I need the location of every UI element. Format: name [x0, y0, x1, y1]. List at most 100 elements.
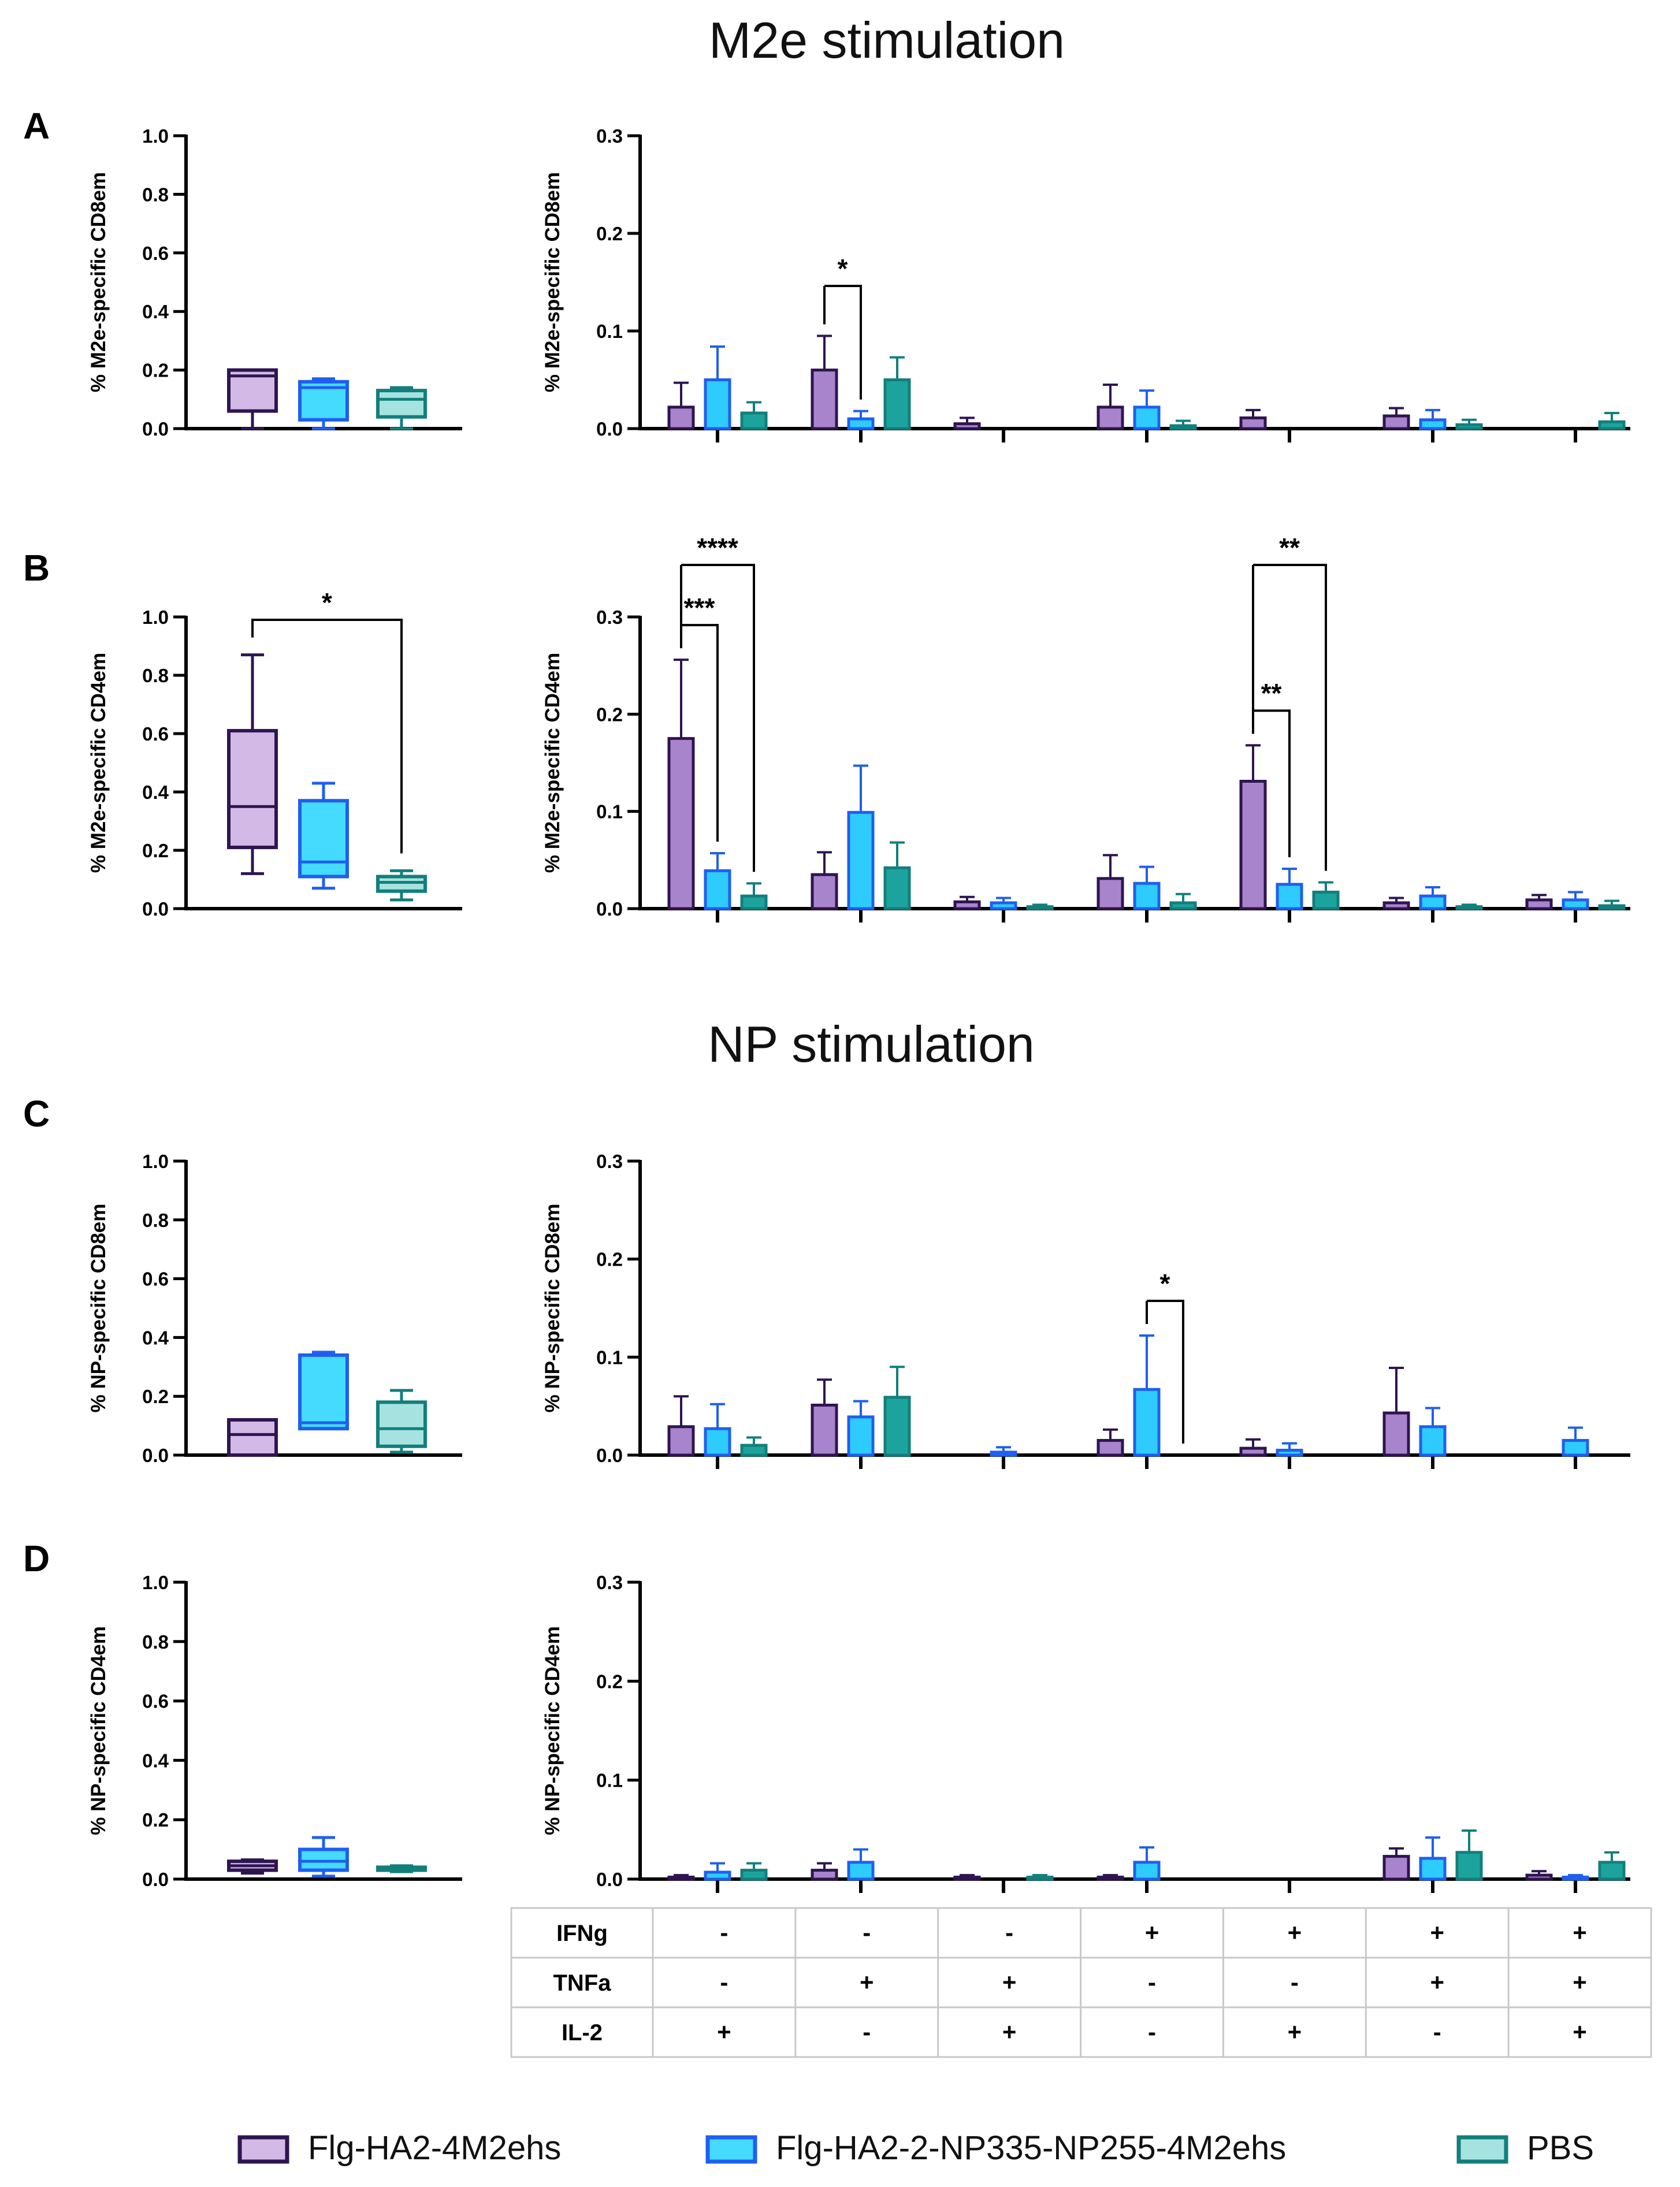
box-g1 [227, 1418, 278, 1457]
series-g2 [704, 1836, 1589, 1881]
bar [1455, 1851, 1483, 1881]
y-axis-label: % NP-specific CD4em [541, 1626, 564, 1835]
panel-b-box-chart: B 0.0 0.2 0.4 0.6 0.8 1.0 % M2e-specific CD4em * [23, 547, 462, 920]
table-cell: - [1148, 1969, 1156, 1996]
bar [1133, 1861, 1161, 1881]
y-tick-label: 0.4 [142, 1750, 169, 1771]
box-g3 [376, 1864, 427, 1873]
y-tick-label: 1.0 [142, 1572, 169, 1593]
bar [1026, 1876, 1054, 1881]
y-tick-label: 0.0 [596, 1445, 623, 1466]
y-tick-label: 1.0 [142, 125, 169, 147]
significance-bracket: ** [1252, 533, 1327, 871]
bar [811, 369, 838, 430]
y-axis-label: % M2e-specific CD4em [87, 653, 110, 873]
legend-item-g1: Flg-HA2-4M2ehs [237, 2129, 561, 2167]
series-g3 [740, 1829, 1626, 1881]
bar [847, 810, 875, 910]
bar [1239, 779, 1267, 910]
bar [1169, 901, 1197, 910]
series-g2 [704, 1334, 1589, 1457]
panel-b-bar-chart: 0.00.10.20.3% M2e-specific CD4em********… [541, 533, 1630, 923]
box-iqr [227, 728, 278, 849]
bar [1276, 1449, 1303, 1457]
bar [847, 1861, 875, 1881]
y-tick-label: 0.8 [142, 1631, 169, 1653]
y-tick-label: 0.8 [142, 665, 169, 686]
table-cell: + [1002, 2018, 1017, 2045]
bar [1382, 901, 1410, 910]
bar [1419, 1425, 1447, 1457]
significance-label: ** [1279, 533, 1300, 563]
box-g1 [227, 1858, 278, 1875]
table-cell: + [860, 1969, 874, 1996]
box-g1 [227, 368, 278, 430]
y-tick-label: 1.0 [142, 1151, 169, 1172]
table-cell: + [1573, 1919, 1587, 1946]
table-cell: + [1430, 1969, 1444, 1996]
y-tick-label: 0.1 [596, 1770, 623, 1791]
y-tick-label: 0.0 [596, 898, 623, 920]
panel-letter: A [23, 105, 50, 147]
table-cell: - [1005, 1919, 1013, 1946]
box-iqr [376, 389, 427, 419]
bar [740, 1869, 768, 1881]
significance-label: * [1160, 1269, 1170, 1299]
y-tick-label: 0.0 [142, 1869, 169, 1890]
bar [1382, 1411, 1410, 1457]
table-cell: - [1433, 2018, 1441, 2045]
legend-swatch [237, 2135, 289, 2164]
legend-label: Flg-HA2-4M2ehs [308, 2129, 561, 2167]
y-axis-label: % M2e-specific CD8em [87, 172, 110, 392]
series-g3 [740, 356, 1626, 430]
box-iqr [298, 1353, 349, 1431]
box-g2 [298, 782, 349, 890]
bar [1562, 1876, 1589, 1881]
y-axis-label: % NP-specific CD8em [87, 1204, 110, 1413]
bar [811, 1403, 838, 1457]
bracket-line [1253, 709, 1291, 857]
y-tick-label: 0.3 [596, 607, 623, 628]
y-tick-label: 0.8 [142, 1210, 169, 1231]
bar [1419, 418, 1447, 430]
y-tick-label: 0.0 [142, 418, 169, 440]
series-g1 [667, 334, 1410, 430]
bar [1562, 898, 1589, 910]
y-tick-label: 0.3 [596, 1151, 623, 1172]
bar [990, 1450, 1017, 1457]
y-axis-label: % M2e-specific CD8em [541, 172, 564, 392]
y-tick-label: 0.4 [142, 782, 169, 803]
y-axis-label: % NP-specific CD4em [87, 1626, 110, 1835]
bar [1598, 1861, 1626, 1881]
y-tick-label: 0.0 [596, 1869, 623, 1890]
bar [847, 417, 875, 430]
bar [704, 869, 731, 910]
bar [1276, 883, 1303, 910]
panel-c-box-chart: C 0.0 0.2 0.4 0.6 0.8 1.0 % NP-specific CD8em [23, 1093, 462, 1466]
bar [704, 1427, 731, 1457]
box-g2 [298, 377, 349, 430]
combination-table: IFNg - - - + + + + TNFa - + + - - + + IL-2 + - + - + - + [510, 1907, 1652, 2058]
box-g3 [376, 869, 427, 902]
y-axis-label: % NP-specific CD8em [541, 1204, 564, 1413]
series-g1 [667, 1366, 1410, 1457]
box-iqr [227, 1418, 278, 1457]
y-tick-label: 0.0 [142, 1445, 169, 1466]
bar [1598, 904, 1626, 910]
box-iqr [376, 875, 427, 893]
significance-label: *** [684, 593, 715, 623]
table-cell: + [1145, 1919, 1159, 1946]
panel-a-box-chart: A 0.0 0.2 0.4 0.6 0.8 1.0 % M2e-specific CD8em [23, 105, 462, 440]
panels: A0.00.20.40.60.81.0% M2e-specific CD8em0… [23, 105, 1630, 1893]
significance-bracket: * [251, 587, 403, 854]
bar [1312, 890, 1340, 910]
table-cell: + [1288, 2018, 1302, 2045]
bar [667, 1425, 695, 1457]
y-tick-label: 0.6 [142, 1269, 169, 1290]
series-g2 [704, 345, 1447, 430]
bar [1525, 898, 1553, 910]
bar [667, 1876, 695, 1881]
bar [1026, 905, 1054, 910]
y-tick-label: 0.6 [142, 1691, 169, 1712]
bar [1382, 414, 1410, 430]
